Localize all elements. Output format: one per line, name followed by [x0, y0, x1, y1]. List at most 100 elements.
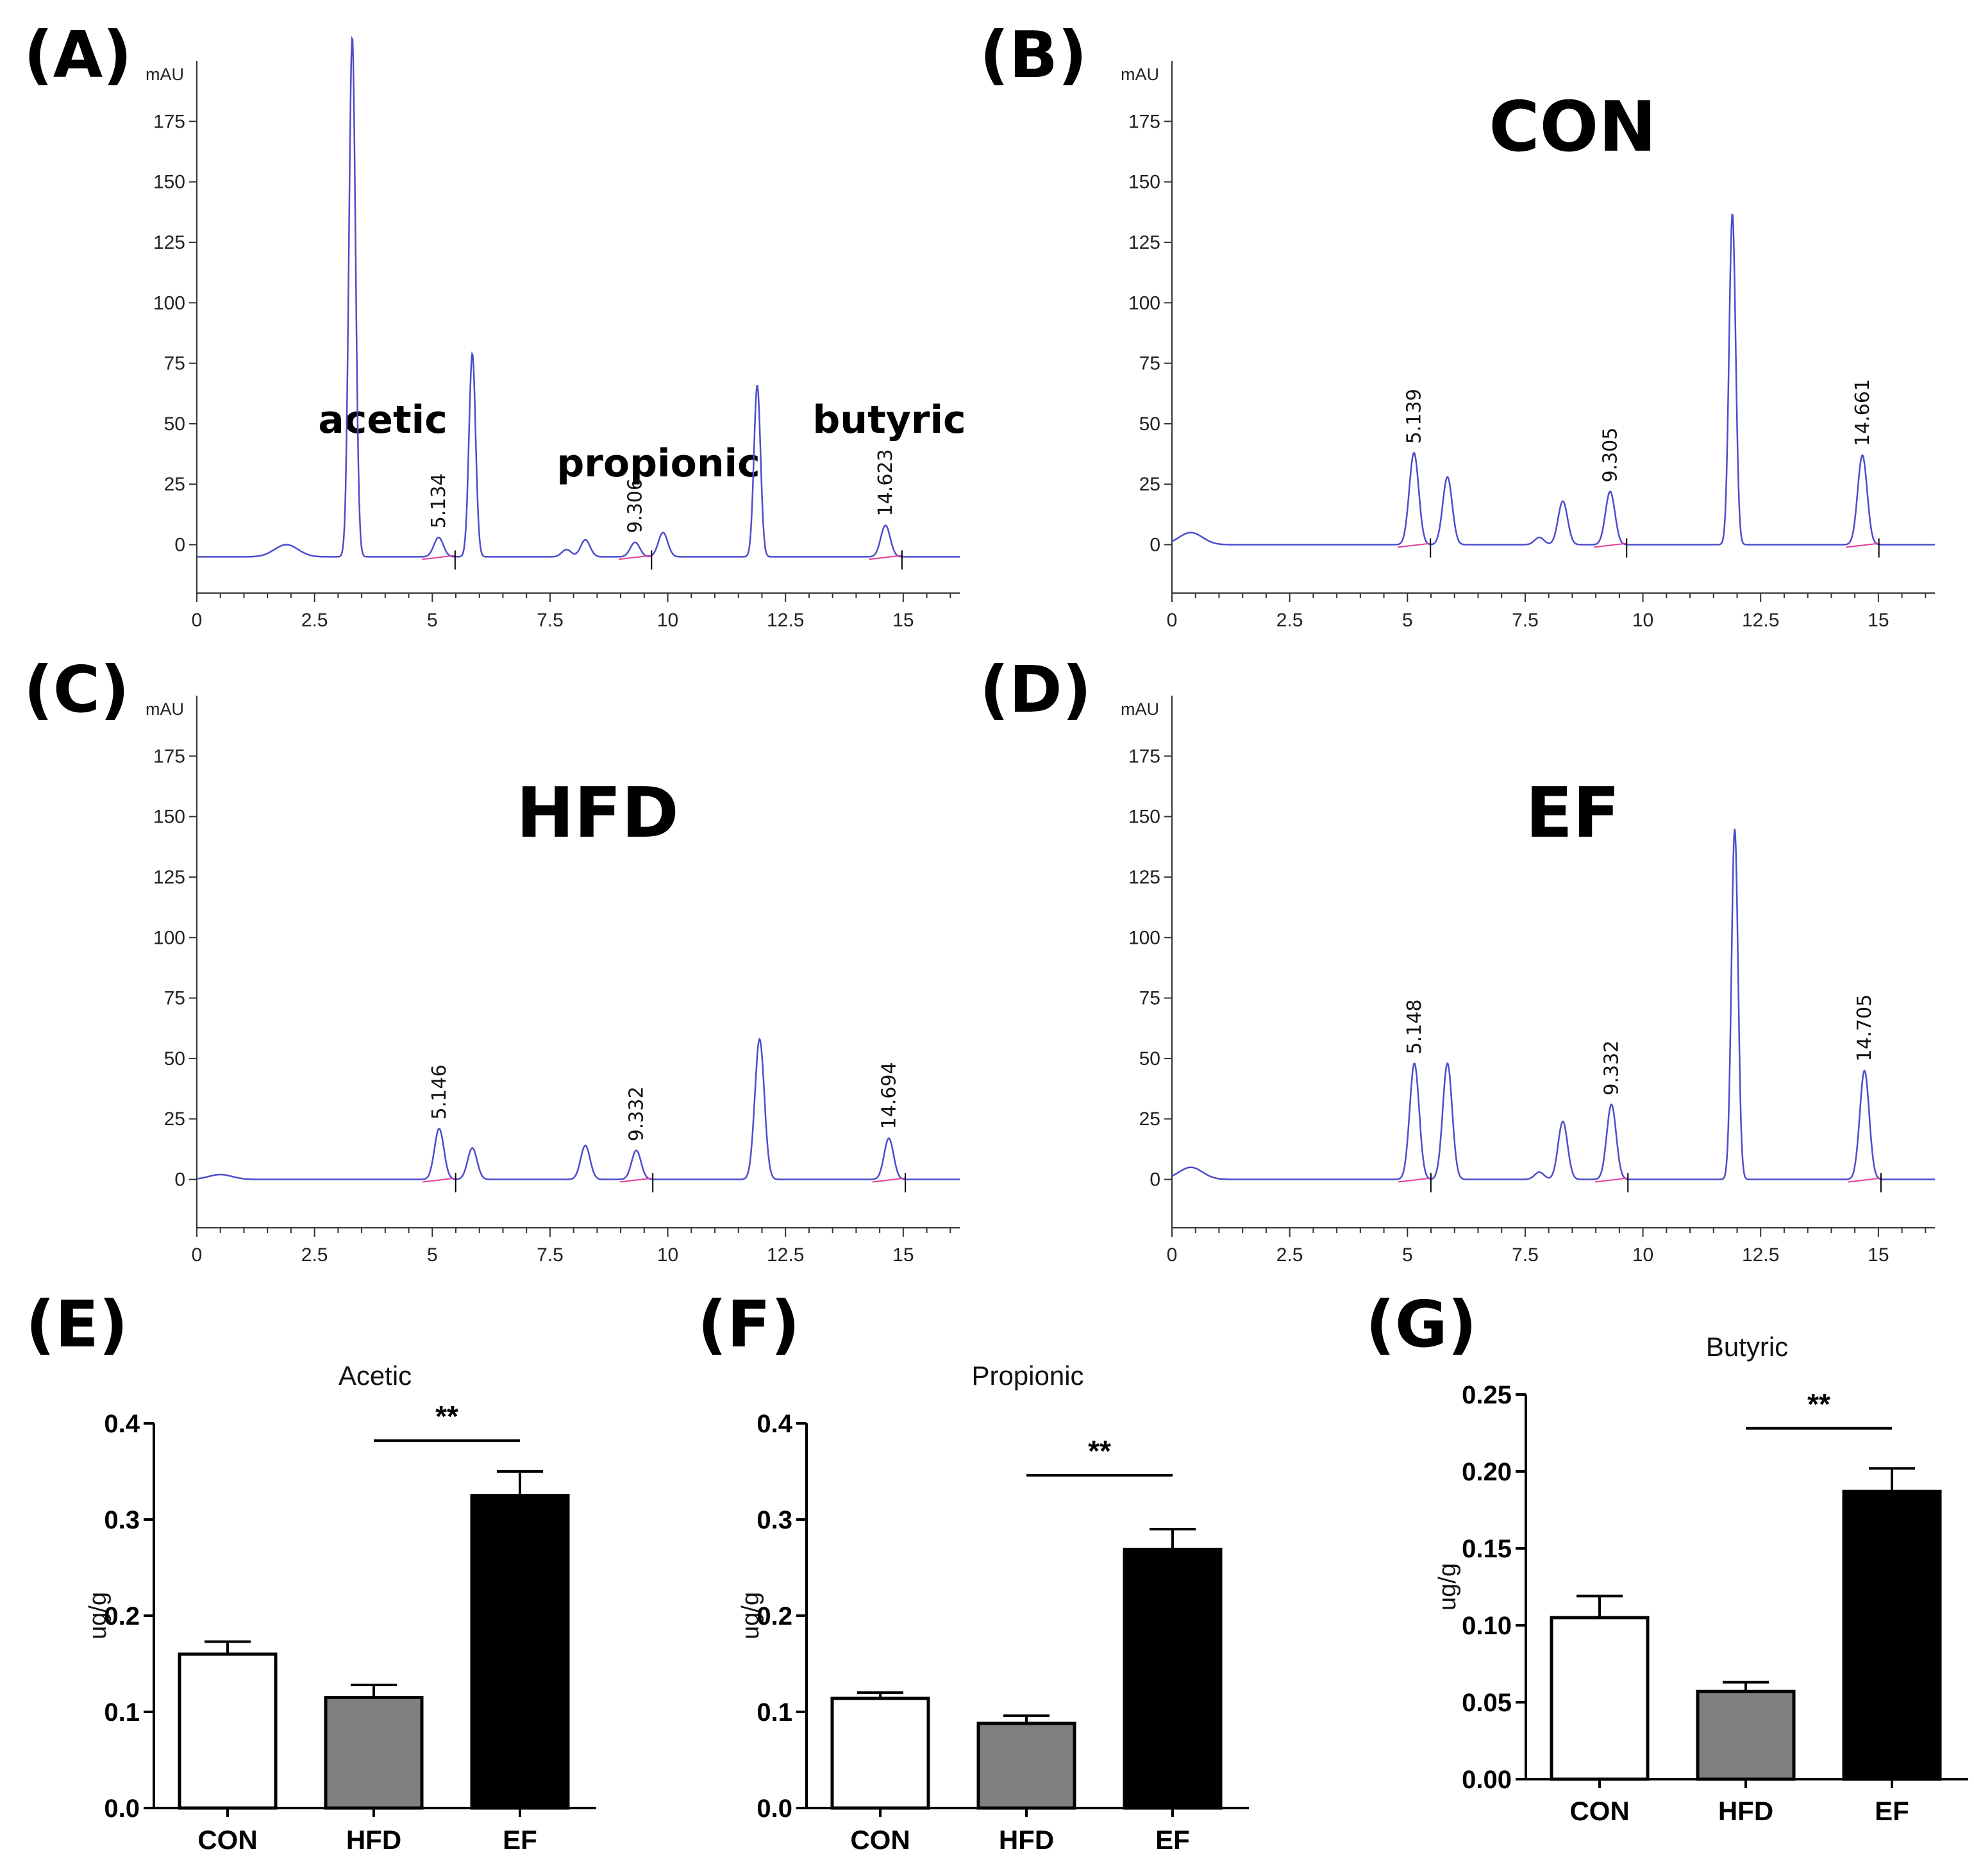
x-tick-label: 5	[427, 610, 438, 631]
peak-label: 5.146	[428, 1064, 451, 1119]
y-tick-label: 0.1	[757, 1698, 792, 1727]
y-tick-label: 25	[164, 474, 185, 495]
y-tick-label: 100	[153, 927, 185, 948]
x-tick-label: 10	[657, 610, 678, 631]
bar-hfd	[976, 1721, 1076, 1810]
x-tick-label: 2.5	[301, 610, 328, 631]
x-tick-label: CON	[850, 1825, 910, 1855]
x-tick-label: 0	[192, 610, 203, 631]
chart-title-f: Propionic	[971, 1361, 1083, 1391]
x-tick-label: 7.5	[537, 610, 564, 631]
bar-hfd	[324, 1696, 424, 1810]
integration-baseline	[619, 1177, 653, 1183]
panel-letter-a: (A)	[24, 17, 132, 92]
x-tick-label: 10	[1632, 1244, 1653, 1266]
chart-panel-b: (B) CON mAU 0 25 50 75 100 125 150 175 0 2.5 5 7.5 10…	[980, 17, 1935, 631]
y-unit-label: mAU	[1121, 699, 1159, 719]
y-tick-label: 0.3	[757, 1506, 792, 1534]
y-tick-label: 125	[1128, 232, 1160, 253]
y-unit-label: mAU	[146, 699, 184, 719]
y-tick-label: 75	[1139, 988, 1160, 1009]
bar-con	[1550, 1616, 1650, 1781]
y-tick-label: 0	[174, 535, 185, 556]
chart-panel-c: (C) HFD mAU 0 25 50 75 100 125 150 175 0 2.5 5 7.5 10…	[24, 652, 960, 1266]
y-tick-label: 0.10	[1462, 1612, 1512, 1640]
y-tick-label: 150	[1128, 807, 1160, 828]
y-tick-label: 175	[1128, 746, 1160, 767]
y-tick-label: 0.2	[757, 1602, 792, 1630]
chart-panel-d: (D) EF mAU 0 25 50 75 100 125 150 175 0 2.5 5 7.5 10 1…	[980, 652, 1935, 1266]
chart-panel-f: (F) Propionic ug/g 0.0 0.1 0.2 0.3 0.4 CON HFD…	[698, 1287, 1249, 1855]
x-tick-label: 2.5	[1276, 610, 1303, 631]
y-tick-label: 0.25	[1462, 1381, 1512, 1409]
integration-baseline	[1398, 1177, 1431, 1183]
x-tick-label: 7.5	[1512, 1244, 1539, 1266]
y-tick-label: 75	[164, 353, 185, 374]
chart-panel-e: (E) Acetic ug/g 0.0 0.1 0.2 0.3 0.4 CON HFD EF *…	[26, 1287, 596, 1855]
x-tick-label: 0	[1167, 610, 1178, 631]
y-tick-label: 175	[1128, 111, 1160, 132]
y-axis-label-e: ug/g	[85, 1592, 112, 1639]
panel-letter-d: (D)	[980, 652, 1091, 727]
integration-baseline	[1593, 542, 1627, 548]
annotation-propionic: propionic	[556, 441, 760, 486]
y-tick-label: 50	[164, 414, 185, 435]
y-unit-label: mAU	[146, 65, 184, 84]
y-tick-label: 50	[164, 1048, 185, 1069]
y-tick-label: 0	[174, 1169, 185, 1191]
y-tick-label: 100	[1128, 292, 1160, 314]
peak-label: 14.623	[874, 449, 897, 516]
y-tick-label: 0.15	[1462, 1535, 1512, 1563]
significance-label: **	[435, 1400, 458, 1433]
y-axis-label-g: ug/g	[1434, 1563, 1461, 1611]
bar-con	[178, 1652, 278, 1810]
y-tick-label: 0.0	[757, 1795, 792, 1823]
integration-baseline	[1846, 542, 1879, 548]
x-tick-label: HFD	[346, 1825, 401, 1855]
x-tick-label: 15	[1868, 610, 1889, 631]
integration-baseline	[872, 1177, 906, 1183]
integration-baseline	[1594, 1177, 1628, 1183]
x-tick-label: 12.5	[767, 610, 804, 631]
bar-con	[830, 1696, 930, 1810]
x-tick-label: 2.5	[301, 1244, 328, 1266]
y-tick-label: 125	[153, 232, 185, 253]
bar-ef	[470, 1494, 570, 1810]
x-tick-label: 7.5	[537, 1244, 564, 1266]
bar-ef	[1842, 1489, 1942, 1781]
y-tick-label: 100	[153, 292, 185, 314]
y-axis-label-f: ug/g	[737, 1592, 764, 1639]
x-tick-label: HFD	[999, 1825, 1054, 1855]
integration-baseline	[618, 555, 652, 560]
integration-baseline	[1848, 1177, 1882, 1183]
y-tick-label: 0	[1150, 535, 1160, 556]
bar-hfd	[1696, 1689, 1796, 1781]
panel-letter-b: (B)	[980, 17, 1087, 92]
chart-title-e: Acetic	[339, 1361, 412, 1391]
integration-baseline	[1397, 542, 1431, 548]
panel-letter-f: (F)	[698, 1287, 800, 1362]
x-tick-label: 10	[657, 1244, 678, 1266]
y-tick-label: 0.2	[104, 1602, 140, 1630]
y-unit-label: mAU	[1121, 65, 1159, 84]
x-tick-label: 15	[892, 1244, 914, 1266]
x-tick-label: EF	[1155, 1825, 1190, 1855]
y-tick-label: 0.4	[757, 1410, 792, 1438]
y-tick-label: 0.0	[104, 1795, 140, 1823]
y-tick-label: 0.4	[104, 1410, 140, 1438]
chart-title-g: Butyric	[1706, 1332, 1788, 1362]
integration-baseline	[422, 555, 455, 560]
integration-baseline	[422, 1177, 456, 1183]
peak-label: 5.139	[1403, 389, 1425, 444]
chart-panel-g: (G) Butyric ug/g 0.00 0.05 0.10 0.15 0.20 0.2…	[1366, 1287, 1968, 1826]
x-tick-label: 15	[892, 610, 914, 631]
chart-title-b: CON	[1489, 87, 1656, 167]
y-tick-label: 100	[1128, 927, 1160, 948]
peak-label: 5.134	[428, 473, 450, 528]
peak-label: 14.661	[1852, 379, 1874, 446]
chart-title-c: HFD	[516, 773, 679, 853]
peak-label: 14.705	[1853, 994, 1876, 1062]
peak-label: 9.332	[1600, 1041, 1623, 1096]
chromatogram-trace	[197, 35, 960, 558]
chromatogram-trace	[1171, 828, 1935, 1180]
